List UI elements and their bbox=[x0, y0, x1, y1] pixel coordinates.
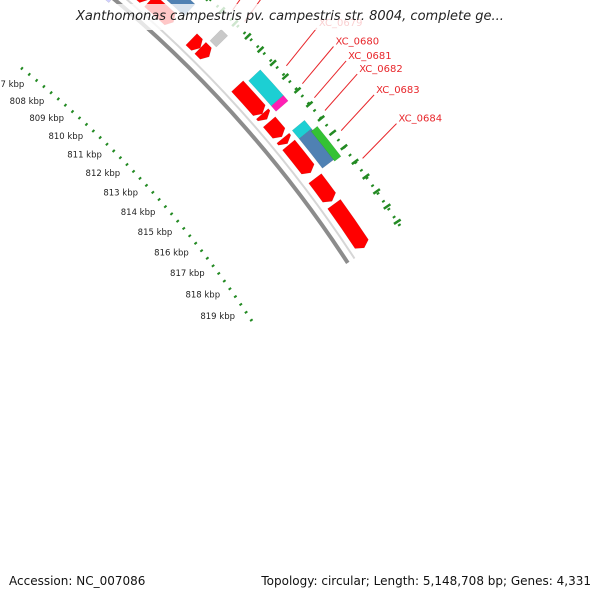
gc-skew-dotted-rings bbox=[20, 0, 403, 326]
skew-tick bbox=[244, 32, 252, 41]
skew-tick bbox=[256, 45, 265, 54]
blast-hit-magenta[interactable] bbox=[270, 95, 289, 112]
cds-feature[interactable] bbox=[231, 80, 266, 116]
skew-tick bbox=[281, 72, 290, 81]
kbp-tick-label: 810 kbp bbox=[48, 132, 83, 142]
kbp-tick-label: 813 kbp bbox=[103, 188, 138, 198]
blast-hit-grey[interactable] bbox=[209, 29, 229, 48]
gene-leader-line bbox=[362, 123, 397, 159]
skew-tick bbox=[305, 100, 314, 108]
skew-tick bbox=[317, 114, 326, 122]
kbp-tick-label: 807 kbp bbox=[0, 80, 24, 90]
cds-feature[interactable] bbox=[276, 132, 292, 146]
kbp-tick-labels: 807 kbp 808 kbp 809 kbp 810 kbp 811 kbp 812 k… bbox=[0, 80, 235, 322]
skew-tick bbox=[351, 158, 360, 166]
gene-label[interactable]: XC_0683 bbox=[376, 85, 420, 96]
accession-text: Accession: NC_007086 bbox=[9, 574, 146, 588]
gene-leader-line bbox=[314, 60, 347, 99]
title-backdrop bbox=[70, 4, 590, 30]
gene-leader-line bbox=[232, 0, 241, 11]
genome-title: Xanthomonas campestris pv. campestris st… bbox=[76, 9, 504, 24]
genome-summary-text: Topology: circular; Length: 5,148,708 bp… bbox=[261, 574, 591, 588]
kbp-tick-label: 812 kbp bbox=[86, 169, 121, 179]
kbp-tick-label: 815 kbp bbox=[138, 228, 173, 238]
skew-tick bbox=[383, 203, 392, 210]
cds-feature[interactable] bbox=[308, 173, 336, 203]
kbp-tick-label: 816 kbp bbox=[154, 248, 189, 258]
kbp-tick-label: 809 kbp bbox=[29, 114, 64, 124]
gene-leader-line bbox=[286, 27, 318, 67]
kbp-tick-label: 817 kbp bbox=[170, 269, 205, 279]
gene-label[interactable]: XC_0681 bbox=[348, 51, 392, 62]
skew-tick bbox=[269, 59, 277, 67]
skew-tick bbox=[393, 218, 402, 225]
cds-feature[interactable] bbox=[262, 116, 286, 139]
cds-feature[interactable] bbox=[282, 139, 315, 175]
gene-leader-line bbox=[302, 46, 334, 85]
gene-label[interactable]: XC_0682 bbox=[359, 64, 403, 75]
cds-feature[interactable] bbox=[126, 0, 151, 3]
gene-leader-line bbox=[340, 94, 375, 131]
skew-tick bbox=[372, 188, 381, 195]
skew-tick bbox=[361, 173, 370, 180]
skew-tick bbox=[328, 129, 337, 137]
blast-hit-lavender[interactable] bbox=[90, 0, 116, 3]
kbp-tick-label: 818 kbp bbox=[185, 290, 220, 300]
skew-tick bbox=[340, 143, 348, 151]
kbp-tick-label: 808 kbp bbox=[10, 97, 45, 107]
cds-feature[interactable] bbox=[327, 199, 369, 249]
cds-feature[interactable] bbox=[194, 41, 212, 60]
gene-label[interactable]: XC_0684 bbox=[399, 114, 443, 125]
gene-label[interactable]: XC_0680 bbox=[336, 37, 380, 48]
backbone-inner-line bbox=[125, 0, 356, 260]
kbp-tick-label: 819 kbp bbox=[200, 312, 235, 322]
cds-feature[interactable] bbox=[185, 33, 203, 51]
cds-feature[interactable] bbox=[255, 108, 271, 122]
skew-tick bbox=[293, 86, 302, 94]
gene-leader-line bbox=[324, 73, 358, 111]
kbp-tick-label: 811 kbp bbox=[67, 150, 102, 160]
blast-hit-green-2[interactable] bbox=[310, 125, 342, 162]
kbp-tick-label: 814 kbp bbox=[121, 208, 156, 218]
